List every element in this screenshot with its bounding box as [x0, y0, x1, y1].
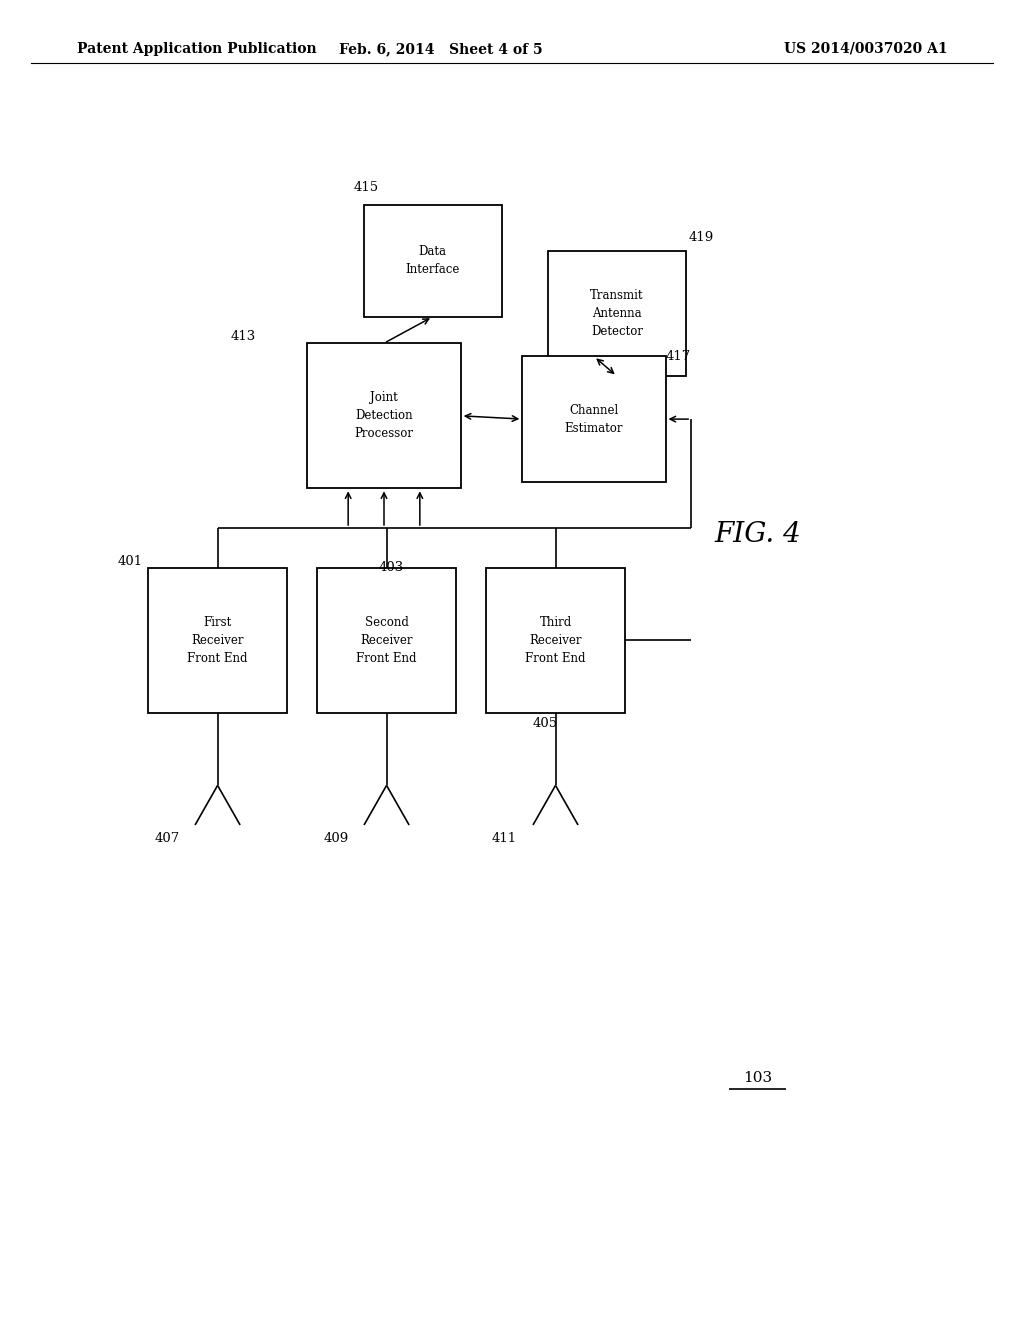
Text: Data
Interface: Data Interface	[406, 246, 460, 276]
Text: Third
Receiver
Front End: Third Receiver Front End	[525, 615, 586, 665]
Text: Second
Receiver
Front End: Second Receiver Front End	[356, 615, 417, 665]
Text: 419: 419	[688, 231, 714, 244]
Bar	[522, 356, 666, 482]
Bar	[548, 251, 686, 376]
Bar	[486, 568, 625, 713]
Text: 413: 413	[230, 330, 256, 343]
Text: Transmit
Antenna
Detector: Transmit Antenna Detector	[590, 289, 644, 338]
Bar	[364, 205, 502, 317]
Text: US 2014/0037020 A1: US 2014/0037020 A1	[783, 42, 947, 55]
Bar	[148, 568, 287, 713]
Text: Joint
Detection
Processor: Joint Detection Processor	[354, 391, 414, 441]
Text: 417: 417	[666, 350, 691, 363]
Text: Feb. 6, 2014   Sheet 4 of 5: Feb. 6, 2014 Sheet 4 of 5	[339, 42, 542, 55]
Text: Patent Application Publication: Patent Application Publication	[77, 42, 316, 55]
Text: 403: 403	[379, 561, 404, 574]
Text: 103: 103	[743, 1071, 772, 1085]
Bar	[307, 343, 461, 488]
Bar	[317, 568, 456, 713]
Text: 411: 411	[492, 832, 517, 845]
Text: 415: 415	[353, 181, 379, 194]
Text: First
Receiver
Front End: First Receiver Front End	[187, 615, 248, 665]
Text: 407: 407	[154, 832, 179, 845]
Text: 405: 405	[532, 717, 558, 730]
Text: 409: 409	[324, 832, 348, 845]
Text: FIG. 4: FIG. 4	[715, 521, 801, 548]
Text: Channel
Estimator: Channel Estimator	[564, 404, 624, 434]
Text: 401: 401	[118, 554, 143, 568]
